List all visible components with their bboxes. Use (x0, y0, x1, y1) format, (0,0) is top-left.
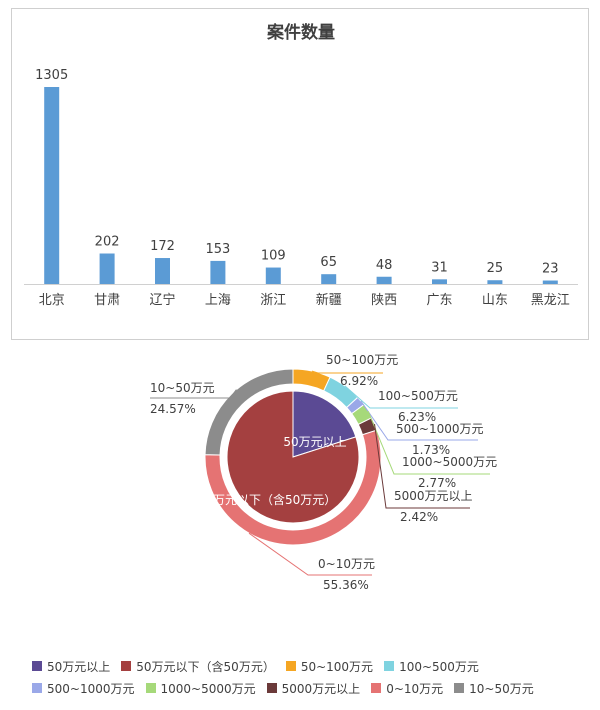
category-label: 陕西 (371, 293, 397, 308)
legend-swatch (384, 661, 395, 671)
slice-name-label: 0~10万元 (318, 557, 375, 571)
leader-line (344, 385, 458, 409)
slice-name-label: 100~500万元 (378, 389, 458, 403)
legend-swatch (32, 661, 42, 671)
legend-label: 50万元以上 (47, 659, 111, 674)
legend-entry: 50万元以下（含50万元） (121, 655, 275, 677)
data-label: 109 (261, 249, 286, 264)
inner-slice (292, 390, 357, 458)
legend-swatch (145, 683, 156, 693)
category-label: 新疆 (316, 292, 342, 308)
bar-chart: 案件数量 1305 北京 202 甘肃 172 辽宁 153 上海 109 浙江 65 新疆 48 陕西 31… (24, 22, 578, 308)
legend-swatch (371, 683, 382, 693)
legend-swatch (285, 661, 296, 671)
bar (155, 258, 170, 284)
slice-name-label: 10~50万元 (150, 381, 215, 395)
leader-line (360, 400, 478, 441)
category-label: 甘肃 (94, 293, 120, 308)
bar-chart-panel: 案件数量 1305 北京 202 甘肃 172 辽宁 153 上海 109 浙江 65 新疆 48 陕西 31… (11, 8, 589, 340)
bar (265, 267, 281, 284)
outer-slice (204, 368, 294, 456)
category-label: 广东 (426, 293, 452, 308)
leader-line (374, 423, 470, 509)
bar (321, 274, 337, 284)
leader-line (367, 410, 490, 475)
legend-entry: 0~10万元 (371, 677, 443, 699)
legend-label: 500~1000万元 (47, 681, 135, 696)
legend-swatch (454, 683, 465, 693)
bar (99, 253, 115, 284)
legend-label: 5000万元以上 (281, 681, 361, 696)
slice-value-label: 6.23% (398, 410, 436, 424)
data-label: 1305 (35, 68, 68, 83)
slice-value-label: 24.57% (150, 402, 196, 416)
bar (432, 279, 447, 284)
leader-line (150, 389, 237, 399)
legend-entry: 50~100万元 (285, 655, 374, 677)
legend-label: 10~50万元 (469, 681, 534, 696)
bar (487, 280, 503, 284)
slice-value-label: 6.92% (340, 374, 378, 388)
slice-value-label: 2.42% (400, 510, 438, 524)
slice-name-label: 500~1000万元 (396, 422, 484, 436)
category-label: 北京 (39, 293, 65, 308)
slice-value-label: 2.77% (418, 476, 456, 490)
category-label: 黑龙江 (531, 293, 570, 308)
legend-label: 50万元以下（含50万元） (136, 659, 275, 674)
slice-name-label: 1000~5000万元 (402, 455, 497, 469)
leader-line (311, 370, 383, 374)
bar (44, 87, 60, 284)
category-label: 辽宁 (149, 292, 175, 308)
data-label: 65 (320, 255, 337, 270)
legend-entry: 50万元以上 (32, 655, 110, 677)
legend-entry: 100~500万元 (384, 655, 479, 677)
bar (376, 276, 392, 284)
inner-slice-label: 50万元以上 (283, 435, 346, 449)
category-label: 上海 (205, 293, 231, 308)
data-label: 25 (487, 261, 504, 276)
data-label: 31 (431, 260, 448, 275)
legend-label: 1000~5000万元 (160, 681, 256, 696)
legend-label: 50~100万元 (300, 659, 374, 674)
slice-name-label: 50~100万元 (326, 353, 398, 367)
category-label: 浙江 (260, 293, 286, 308)
data-label: 172 (150, 239, 175, 254)
legend-entry: 5000万元以上 (266, 677, 361, 699)
slice-value-label: 1.73% (412, 443, 450, 457)
donut-chart: 50万元以上 50万元以下（含50万元） 50~100万元 6.92%100~500万… (150, 353, 497, 592)
outer-slice (292, 368, 331, 392)
legend-entry: 1000~5000万元 (145, 677, 256, 699)
data-label: 153 (205, 242, 230, 257)
bar (210, 260, 226, 284)
data-label: 23 (542, 262, 559, 277)
data-label: 48 (376, 258, 393, 273)
legend-label: 100~500万元 (399, 659, 479, 674)
data-label: 202 (95, 235, 120, 250)
inner-slice-label: 50万元以下（含50万元） (198, 492, 337, 507)
legend-entry: 10~50万元 (454, 677, 534, 699)
legend-label: 0~10万元 (386, 681, 444, 696)
legend-swatch (121, 661, 132, 671)
leader-line (248, 532, 372, 576)
category-label: 山东 (482, 293, 508, 308)
legend-swatch (266, 683, 277, 693)
slice-value-label: 55.36% (323, 578, 369, 592)
pie-legend: 50万元以上 50万元以下（含50万元） 50~100万元 100~500万元 500~… (32, 655, 592, 699)
legend-swatch (32, 683, 42, 693)
slice-name-label: 5000万元以上 (394, 489, 473, 503)
inner-slice (226, 390, 360, 524)
bar (542, 280, 558, 284)
chart-title: 案件数量 (266, 22, 335, 43)
legend-entry: 500~1000万元 (32, 677, 135, 699)
